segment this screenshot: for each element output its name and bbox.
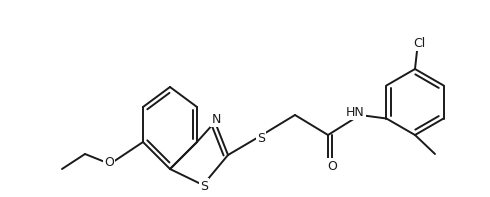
Text: S: S — [257, 132, 265, 145]
Text: N: N — [211, 112, 220, 125]
Text: HN: HN — [345, 106, 365, 119]
Text: Cl: Cl — [413, 36, 425, 49]
Text: O: O — [327, 160, 337, 173]
Text: S: S — [200, 179, 208, 192]
Text: O: O — [104, 156, 114, 169]
